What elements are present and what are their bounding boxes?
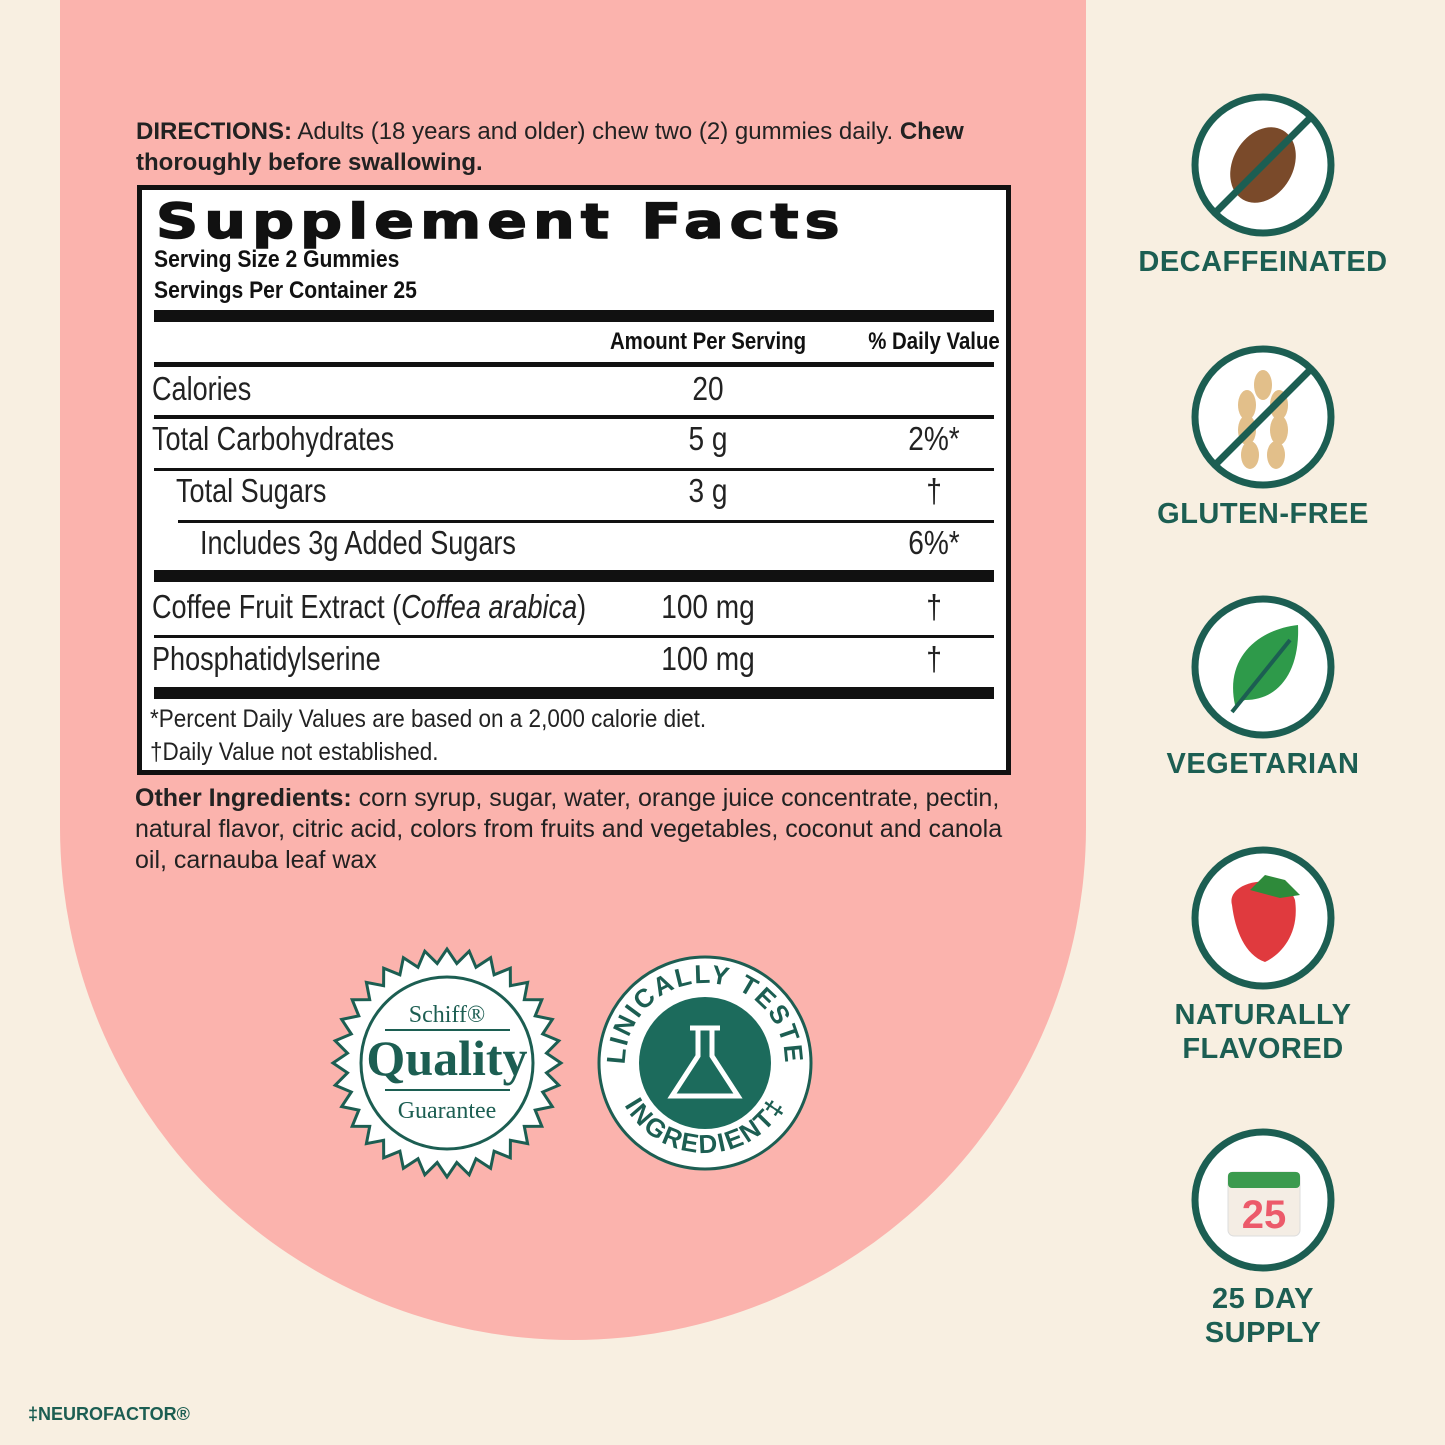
rule — [154, 570, 994, 582]
feature-line: 25 DAY — [1212, 1283, 1314, 1315]
feature-line: NATURALLY — [1174, 999, 1352, 1031]
row-amount: 100 mg — [661, 588, 755, 625]
supplement-facts: Supplement Facts Serving Size 2 Gummies … — [137, 185, 1011, 775]
row-name: Calories — [152, 370, 252, 407]
footnotes: *Percent Daily Values are based on a 2,0… — [150, 705, 706, 767]
strawberry — [1231, 881, 1296, 962]
clinical-top: CLINICALLY TESTED — [0, 0, 809, 1065]
strawberry-leaf — [1250, 875, 1300, 898]
row-amount: 20 — [692, 370, 724, 407]
calendar-number: 25 — [1242, 1193, 1287, 1237]
seal-guarantee: Guarantee — [398, 1098, 497, 1124]
seal-ring — [359, 975, 535, 1151]
feature-label: NATURALLY FLAVORED — [1113, 998, 1413, 1066]
rule — [154, 415, 994, 419]
rule — [154, 635, 994, 638]
name-part: Coffee Fruit Extract ( — [152, 588, 402, 625]
feature-line: GLUTEN-FREE — [1157, 498, 1369, 530]
name-part: Coffea arabica — [401, 588, 578, 625]
feature-line: SUPPLY — [1204, 1317, 1322, 1349]
feature-label: GLUTEN-FREE — [1113, 497, 1413, 531]
flask-icon — [667, 1025, 743, 1099]
feature-label: VEGETARIAN — [1113, 747, 1413, 781]
rule — [154, 310, 994, 322]
row-amount: 5 g — [688, 420, 728, 457]
header-amount: Amount Per Serving — [609, 328, 807, 355]
footnote-mark: ‡NEUROFACTOR® — [28, 1404, 190, 1424]
row-dv: † — [926, 640, 942, 677]
other-ingredients: Other Ingredients: corn syrup, sugar, wa… — [135, 783, 1025, 876]
row-dv: 6%* — [908, 524, 960, 561]
row-name: Includes 3g Added Sugars — [200, 524, 516, 561]
leaf — [1233, 625, 1299, 705]
row-amount: 100 mg — [661, 640, 755, 677]
calendar-top — [1228, 1172, 1300, 1188]
clinical-top-text: CLINICALLY TESTED — [0, 0, 807, 1065]
row-name: Phosphatidylserine — [152, 640, 381, 677]
directions-emphasis: Chew thoroughly before swallowing. — [136, 118, 964, 176]
facts-title: Supplement Facts — [155, 193, 846, 251]
feature-label: 25 DAY SUPPLY — [1113, 1282, 1413, 1350]
other-text: corn syrup, sugar, water, orange juice c… — [135, 784, 1003, 874]
quality-seal — [330, 946, 564, 1180]
row-dv: † — [926, 588, 942, 625]
servings-per-container: Servings Per Container 25 — [154, 277, 417, 304]
rule — [154, 362, 994, 367]
directions-text: Adults (18 years and older) chew two (2)… — [297, 118, 894, 145]
row-dv: † — [926, 472, 942, 509]
header-dv: % Daily Value — [868, 328, 1000, 355]
row-name: Coffee Fruit Extract (Coffea arabica) — [152, 588, 586, 626]
seal-brand: Schiff® — [409, 1002, 485, 1028]
serving-size: Serving Size 2 Gummies — [154, 246, 400, 273]
footnote: *Percent Daily Values are based on a 2,0… — [150, 705, 707, 733]
feature-line: VEGETARIAN — [1166, 748, 1360, 780]
slash — [1210, 112, 1316, 218]
row-name: Total Carbohydrates — [152, 420, 395, 457]
row-name: Total Sugars — [176, 472, 327, 509]
rule — [154, 687, 994, 699]
directions: DIRECTIONS: Adults (18 years and older) … — [136, 116, 996, 178]
row-amount: 3 g — [688, 472, 728, 509]
rule — [178, 520, 994, 523]
feature-line: FLAVORED — [1182, 1033, 1344, 1065]
leaf-vein — [1230, 638, 1292, 714]
directions-label: DIRECTIONS: — [136, 118, 292, 145]
feature-line: DECAFFEINATED — [1138, 246, 1388, 278]
other-label: Other Ingredients: — [135, 784, 352, 812]
name-part: ) — [577, 588, 587, 625]
row-dv: 2%* — [908, 420, 960, 457]
footnote: †Daily Value not established. — [150, 738, 439, 766]
feature-label: DECAFFEINATED — [1113, 245, 1413, 279]
slash — [1210, 364, 1316, 470]
seal-quality: Quality — [366, 1030, 527, 1086]
rule — [154, 468, 994, 471]
clinical-core — [639, 997, 771, 1129]
